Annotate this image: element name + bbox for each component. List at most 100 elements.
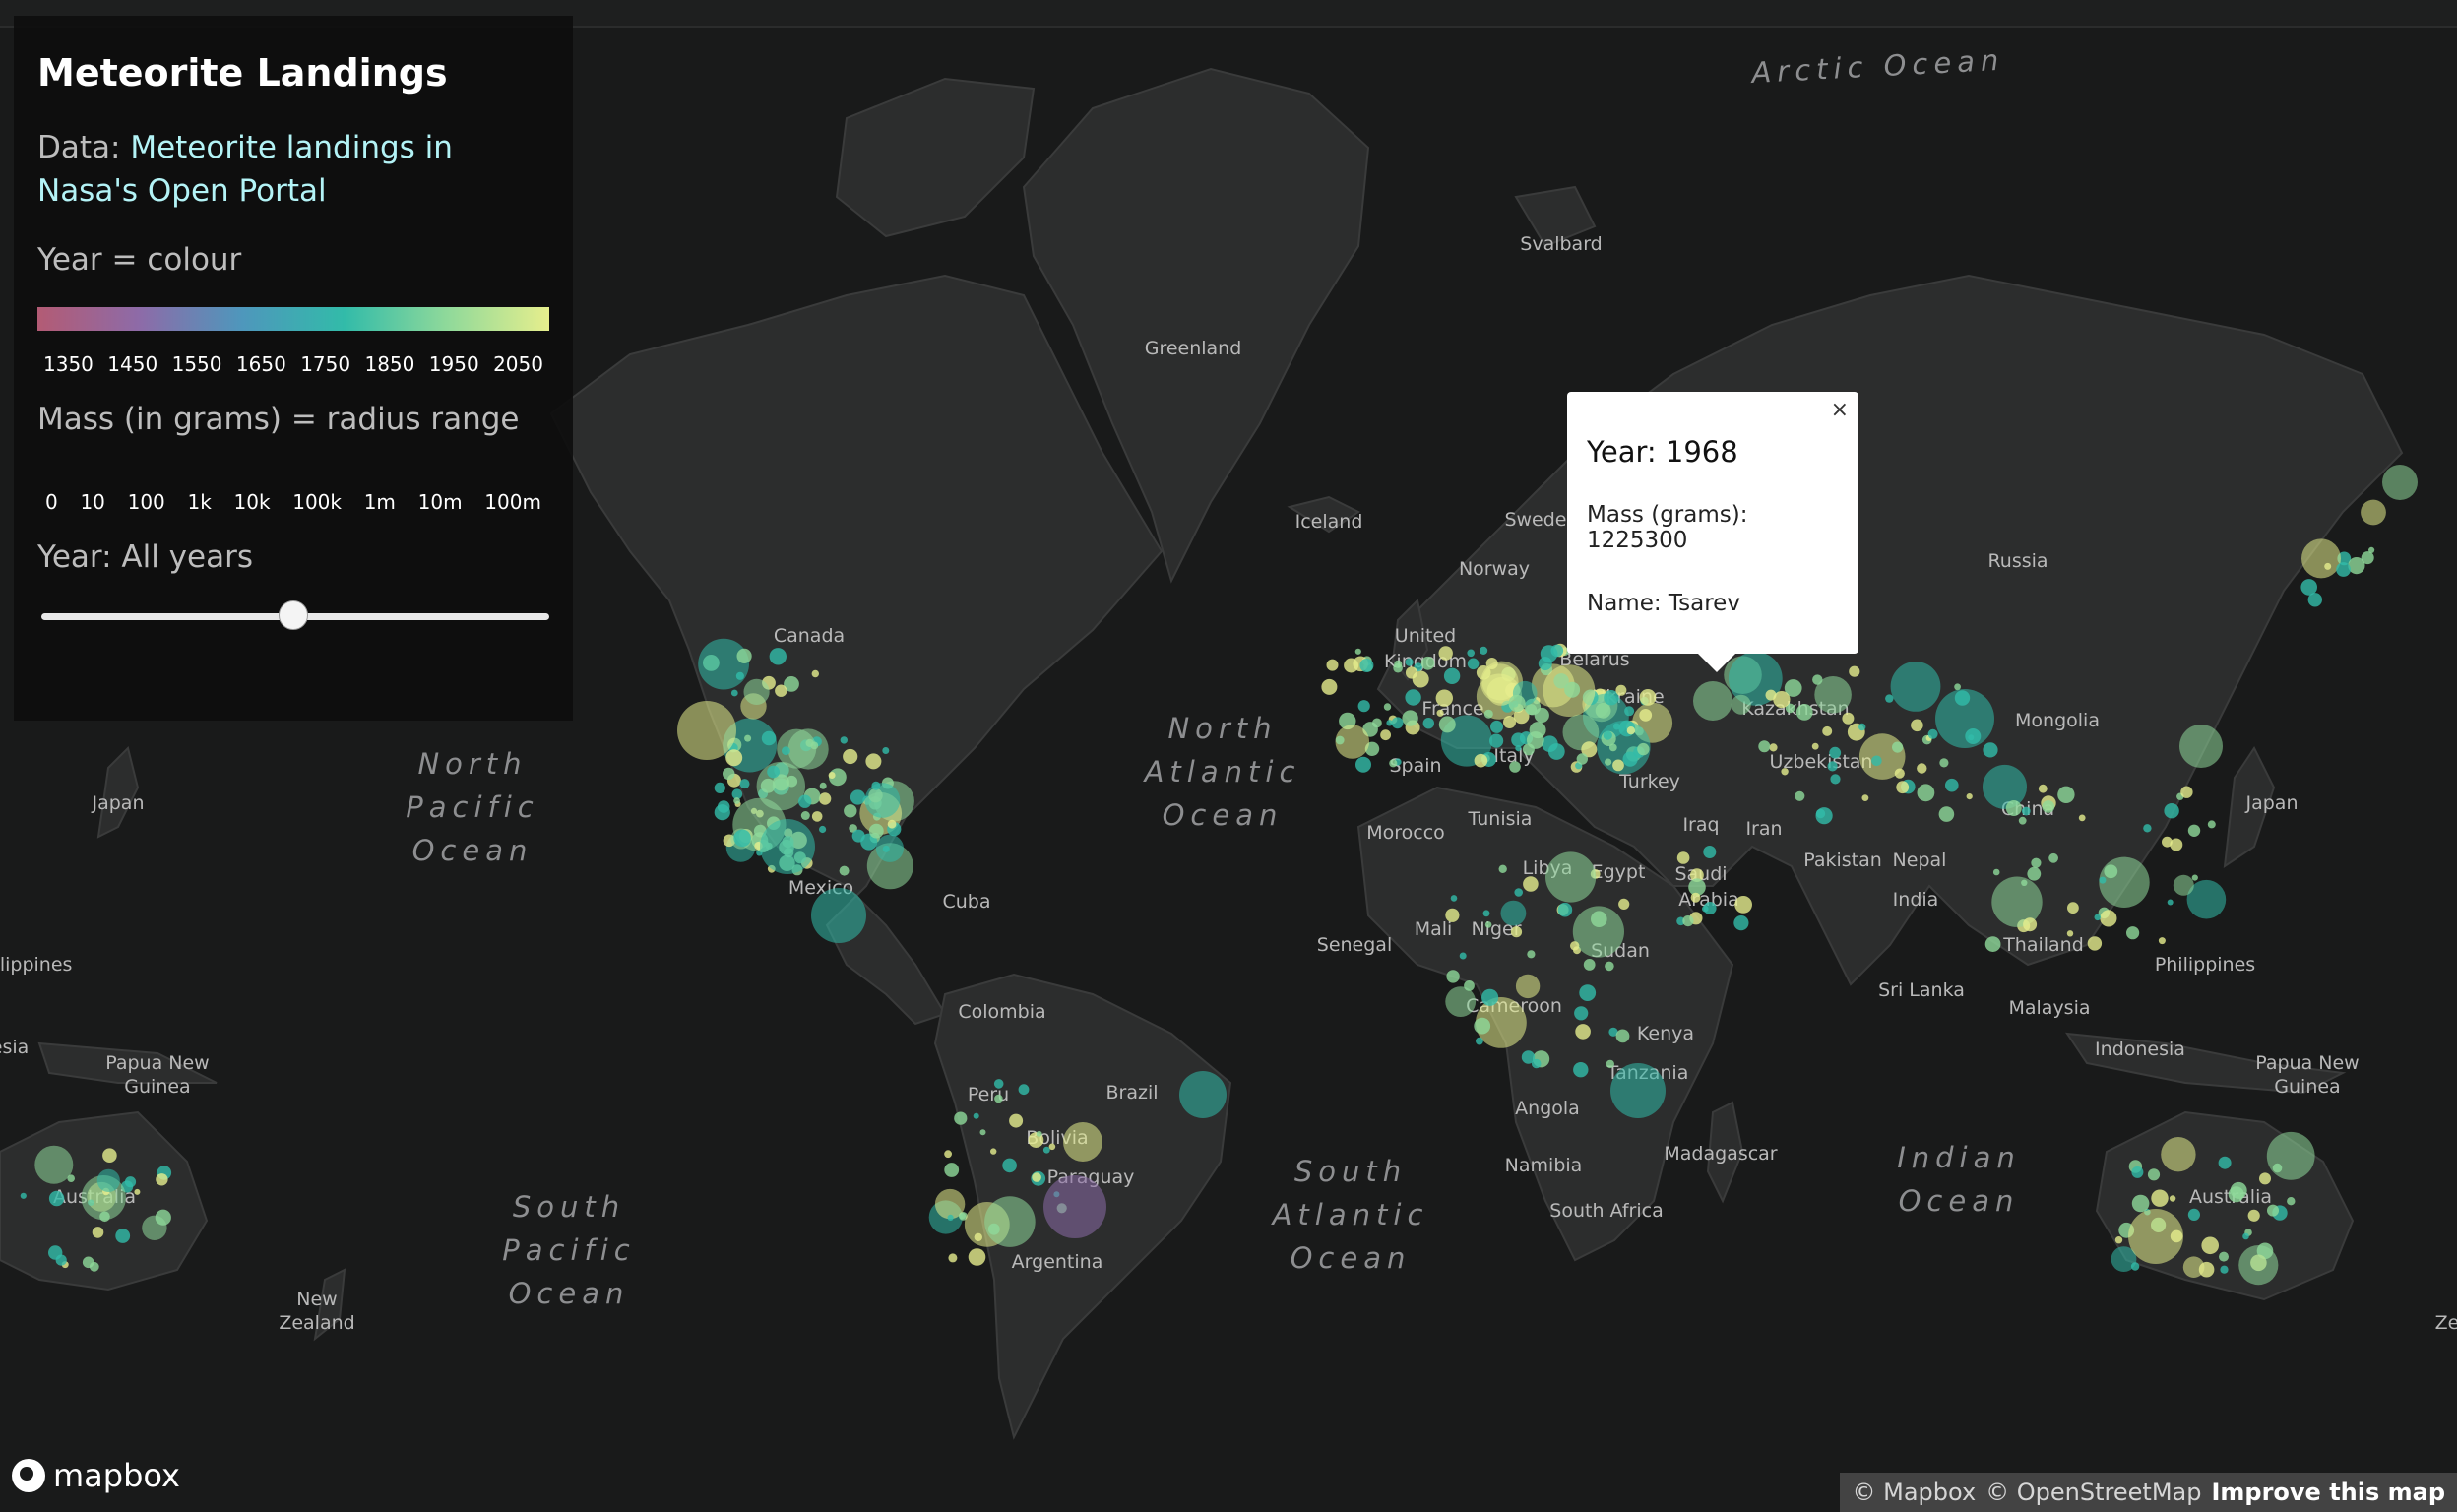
meteorite-marker[interactable]: [1703, 846, 1717, 858]
meteorite-marker[interactable]: [882, 747, 890, 754]
meteorite-marker[interactable]: [1445, 986, 1477, 1017]
meteorite-marker[interactable]: [954, 1111, 968, 1125]
meteorite-marker[interactable]: [2031, 857, 2042, 868]
meteorite-marker[interactable]: [1489, 733, 1504, 748]
meteorite-marker[interactable]: [2130, 1262, 2140, 1271]
meteorite-marker[interactable]: [733, 797, 740, 804]
meteorite-marker[interactable]: [1581, 741, 1598, 758]
meteorite-marker[interactable]: [1557, 902, 1573, 917]
meteorite-marker[interactable]: [1438, 646, 1453, 661]
meteorite-marker[interactable]: [1547, 743, 1565, 760]
meteorite-marker[interactable]: [1682, 915, 1694, 927]
meteorite-marker[interactable]: [1335, 735, 1345, 745]
meteorite-marker[interactable]: [1991, 876, 2043, 927]
meteorite-marker[interactable]: [1564, 681, 1581, 698]
meteorite-marker[interactable]: [1871, 755, 1882, 767]
meteorite-marker[interactable]: [1545, 851, 1597, 903]
meteorite-marker[interactable]: [1550, 644, 1564, 658]
meteorite-marker[interactable]: [1467, 658, 1480, 670]
meteorite-marker[interactable]: [1639, 689, 1657, 706]
meteorite-marker[interactable]: [1624, 706, 1635, 717]
meteorite-marker[interactable]: [20, 1192, 27, 1199]
meteorite-marker[interactable]: [1510, 926, 1523, 938]
meteorite-marker[interactable]: [2336, 562, 2352, 577]
meteorite-marker[interactable]: [849, 824, 857, 833]
meteorite-marker[interactable]: [994, 1094, 1003, 1103]
meteorite-marker[interactable]: [1811, 742, 1819, 750]
meteorite-marker[interactable]: [1610, 1063, 1666, 1118]
meteorite-marker[interactable]: [1615, 1029, 1630, 1043]
meteorite-marker[interactable]: [1615, 684, 1627, 696]
meteorite-marker[interactable]: [1467, 649, 1475, 658]
meteorite-marker[interactable]: [2247, 1209, 2260, 1222]
meteorite-marker[interactable]: [2048, 852, 2059, 863]
meteorite-marker[interactable]: [819, 782, 827, 789]
meteorite-marker[interactable]: [2307, 593, 2322, 607]
meteorite-marker[interactable]: [1927, 728, 1938, 739]
meteorite-marker[interactable]: [767, 765, 780, 779]
meteorite-marker[interactable]: [2167, 899, 2174, 906]
meteorite-marker[interactable]: [714, 782, 725, 794]
meteorite-marker[interactable]: [1892, 741, 1904, 753]
meteorite-marker[interactable]: [2348, 557, 2365, 575]
meteorite-marker[interactable]: [1063, 1122, 1102, 1162]
meteorite-marker[interactable]: [2110, 1246, 2137, 1272]
meteorite-marker[interactable]: [2220, 1265, 2229, 1274]
meteorite-marker[interactable]: [2126, 926, 2140, 940]
meteorite-marker[interactable]: [1815, 807, 1833, 825]
data-source-link[interactable]: Meteorite landings in Nasa's Open Portal: [37, 129, 453, 209]
meteorite-marker[interactable]: [1795, 790, 1805, 801]
meteorite-marker[interactable]: [1438, 716, 1456, 733]
meteorite-marker[interactable]: [2147, 1168, 2161, 1181]
meteorite-marker[interactable]: [1335, 724, 1370, 759]
meteorite-marker[interactable]: [959, 1212, 966, 1220]
meteorite-marker[interactable]: [2099, 856, 2150, 908]
meteorite-marker[interactable]: [1939, 758, 1949, 768]
meteorite-marker[interactable]: [1945, 778, 1959, 792]
meteorite-marker[interactable]: [155, 1209, 171, 1226]
meteorite-marker[interactable]: [934, 1188, 966, 1220]
meteorite-marker[interactable]: [1758, 740, 1771, 753]
meteorite-marker[interactable]: [1436, 709, 1444, 717]
meteorite-marker[interactable]: [99, 1211, 110, 1223]
meteorite-marker[interactable]: [974, 1232, 982, 1242]
meteorite-marker[interactable]: [2158, 937, 2166, 945]
meteorite-marker[interactable]: [1605, 758, 1612, 766]
meteorite-marker[interactable]: [2267, 1204, 2279, 1217]
meteorite-marker[interactable]: [2164, 803, 2179, 819]
meteorite-marker[interactable]: [134, 1188, 141, 1195]
meteorite-marker[interactable]: [2131, 1166, 2144, 1178]
meteorite-marker[interactable]: [1435, 689, 1454, 707]
meteorite-marker[interactable]: [1481, 988, 1499, 1006]
meteorite-marker[interactable]: [2218, 1156, 2232, 1169]
meteorite-marker[interactable]: [2027, 866, 2042, 881]
meteorite-marker[interactable]: [756, 761, 805, 811]
meteorite-marker[interactable]: [1917, 784, 1935, 802]
meteorite-marker[interactable]: [2219, 1251, 2229, 1262]
meteorite-marker[interactable]: [1572, 906, 1624, 958]
meteorite-marker[interactable]: [2382, 465, 2418, 500]
meteorite-marker[interactable]: [2182, 1256, 2205, 1278]
meteorite-marker[interactable]: [2169, 1195, 2176, 1202]
meteorite-marker[interactable]: [761, 730, 777, 746]
meteorite-marker[interactable]: [1359, 659, 1374, 672]
meteorite-marker[interactable]: [2198, 1261, 2215, 1278]
meteorite-marker[interactable]: [1849, 665, 1860, 677]
meteorite-marker[interactable]: [1693, 681, 1732, 721]
meteorite-marker[interactable]: [677, 701, 736, 760]
meteorite-marker[interactable]: [775, 684, 788, 697]
meteorite-marker[interactable]: [990, 1148, 997, 1155]
meteorite-marker[interactable]: [2368, 546, 2375, 554]
meteorite-marker[interactable]: [1796, 704, 1813, 721]
meteorite-marker[interactable]: [839, 865, 850, 876]
meteorite-marker[interactable]: [843, 748, 858, 765]
meteorite-marker[interactable]: [1459, 952, 1467, 960]
meteorite-marker[interactable]: [1391, 717, 1404, 729]
meteorite-marker[interactable]: [1830, 774, 1841, 785]
meteorite-marker[interactable]: [1402, 710, 1418, 726]
meteorite-marker[interactable]: [800, 811, 810, 820]
meteorite-marker[interactable]: [1464, 980, 1475, 991]
meteorite-marker[interactable]: [1389, 759, 1398, 768]
meteorite-marker[interactable]: [1500, 900, 1527, 926]
meteorite-marker[interactable]: [1042, 1146, 1050, 1154]
